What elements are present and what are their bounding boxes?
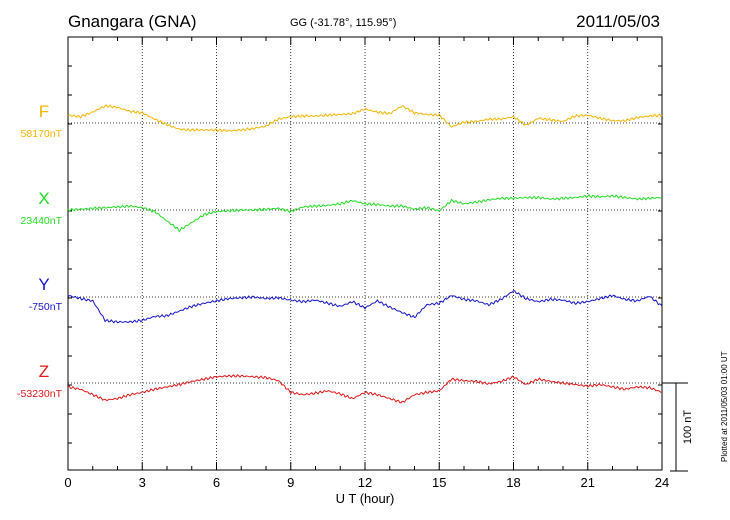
- x-tick-label: 15: [432, 475, 446, 490]
- series-name-z: Z: [39, 362, 49, 381]
- series-name-x: X: [38, 189, 49, 208]
- baseline-value-f: 58170nT: [21, 128, 63, 140]
- baseline-value-x: 23440nT: [21, 215, 63, 227]
- x-tick-label: 24: [655, 475, 669, 490]
- series-y-line: [67, 290, 663, 324]
- x-tick-label: 18: [506, 475, 520, 490]
- scale-bar-label: 100 nT: [682, 410, 694, 445]
- x-tick-label: 0: [64, 475, 71, 490]
- x-tick-label: 9: [287, 475, 294, 490]
- station-title: Gnangara (GNA): [68, 12, 197, 31]
- series-x-line: [67, 193, 663, 233]
- x-tick-label: 6: [213, 475, 220, 490]
- x-tick-label: 3: [139, 475, 146, 490]
- series-f-line: [67, 104, 663, 133]
- date-label: 2011/05/03: [576, 12, 660, 31]
- x-axis-label: U T (hour): [336, 491, 395, 506]
- series-name-f: F: [39, 102, 49, 121]
- coordinates-label: GG (-31.78°, 115.95°): [290, 17, 397, 29]
- series-name-y: Y: [38, 275, 49, 294]
- plotted-note: Plotted at 2011/05/03 01:00 UT: [720, 351, 729, 462]
- x-tick-label: 12: [358, 475, 372, 490]
- baseline-value-z: -53230nT: [17, 388, 63, 400]
- series-z-line: [67, 374, 663, 404]
- baseline-value-y: -750nT: [29, 301, 63, 313]
- x-tick-label: 21: [581, 475, 595, 490]
